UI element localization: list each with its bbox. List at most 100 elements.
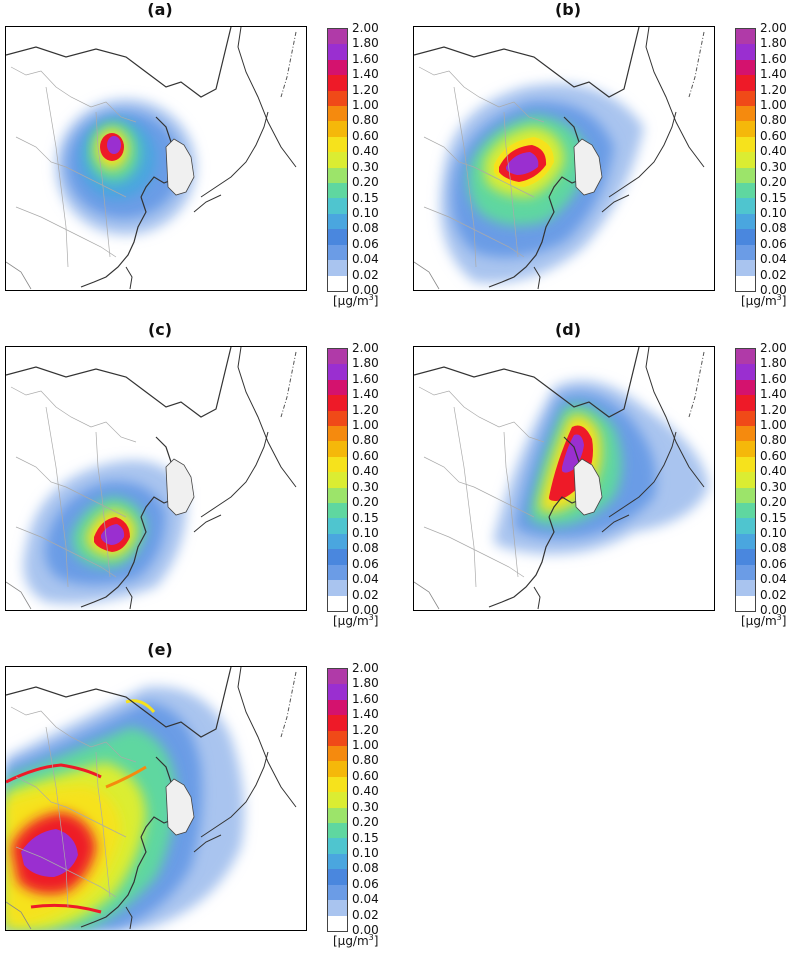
colorbar-segment: [736, 260, 755, 276]
tick-label: 1.80: [352, 36, 379, 51]
tick-label: 1.60: [760, 371, 787, 386]
colorbar-segment: [736, 75, 755, 91]
colorbar-segment: [328, 260, 347, 276]
colorbar-segment: [328, 487, 347, 504]
unit-label: [μg/m3]: [741, 293, 787, 308]
colorbar-segment: [736, 441, 755, 457]
tick-label: 1.60: [352, 691, 379, 706]
map-plot: [5, 666, 307, 931]
panel-label: (b): [554, 0, 582, 19]
colorbar-segment: [736, 244, 755, 261]
colorbar-segment: [328, 884, 347, 901]
tick-label: 0.30: [760, 159, 787, 174]
map-plot: [413, 346, 715, 611]
tick-label: 0.02: [760, 587, 787, 602]
tick-label: 0.00: [352, 283, 379, 297]
colorbar-segment: [328, 198, 347, 214]
colorbar-segment: [328, 395, 347, 411]
colorbar-segment: [328, 349, 347, 365]
panel-a: (a) 2.00 1.80 1.60 1.40 1.20 1.00 0.80 0.60 0.40…: [0, 0, 395, 318]
tick-label: 0.04: [352, 892, 379, 907]
colorbar-segment: [328, 364, 347, 380]
tick-label: 1.40: [352, 387, 379, 402]
colorbar-segment: [736, 580, 755, 596]
colorbar-segment: [736, 472, 755, 488]
colorbar-segment: [328, 715, 347, 731]
colorbar-segment: [736, 379, 755, 396]
colorbar: [327, 668, 348, 932]
tick-label: 0.15: [352, 190, 379, 205]
tick-label: 0.60: [352, 448, 379, 463]
colorbar-segment: [328, 106, 347, 122]
tick-label: 0.20: [352, 495, 379, 510]
tick-label: 0.08: [760, 541, 787, 556]
tick-label: 0.02: [352, 587, 379, 602]
colorbar-segment: [736, 229, 755, 245]
colorbar-segment: [328, 595, 347, 611]
tick-label: 0.60: [352, 128, 379, 143]
tick-label: 0.10: [760, 525, 787, 540]
tick-label: 1.20: [352, 82, 379, 97]
tick-label: 0.08: [352, 541, 379, 556]
colorbar-ticks: 2.00 1.80 1.60 1.40 1.20 1.00 0.80 0.60 0.40 0.30…: [352, 662, 400, 936]
tick-label: 0.20: [352, 815, 379, 830]
colorbar-segment: [328, 410, 347, 427]
tick-label: 0.30: [760, 479, 787, 494]
colorbar-segment: [328, 44, 347, 60]
panel-e: (e) 2.00 1.80 1.60 1.40 1.20 1.00 0.80 0.60 0.40…: [0, 640, 395, 958]
tick-label: 0.20: [760, 495, 787, 510]
map-plot: [5, 26, 307, 291]
colorbar-segment: [328, 823, 347, 839]
tick-label: 0.02: [352, 267, 379, 282]
colorbar-segment: [328, 900, 347, 916]
colorbar-segment: [736, 503, 755, 519]
tick-label: 0.40: [352, 464, 379, 479]
colorbar-segment: [328, 213, 347, 230]
tick-label: 1.80: [352, 676, 379, 691]
colorbar-segment: [328, 669, 347, 685]
tick-label: 0.06: [760, 556, 787, 571]
tick-label: 1.00: [760, 98, 787, 113]
tick-label: 0.02: [760, 267, 787, 282]
tick-label: 1.40: [760, 67, 787, 82]
colorbar-segment: [328, 776, 347, 793]
map-plot: [413, 26, 715, 291]
colorbar-segment: [328, 699, 347, 716]
colorbar: [735, 348, 756, 612]
tick-label: 0.80: [352, 433, 379, 448]
colorbar-segment: [328, 75, 347, 91]
colorbar-ticks: 2.00 1.80 1.60 1.40 1.20 1.00 0.80 0.60 0.40 0.30…: [352, 22, 400, 296]
colorbar-segment: [736, 29, 755, 45]
unit-label: [μg/m3]: [741, 613, 787, 628]
tick-label: 1.20: [352, 402, 379, 417]
colorbar-segment: [328, 441, 347, 457]
colorbar-segment: [328, 807, 347, 824]
tick-label: 0.80: [760, 113, 787, 128]
colorbar-ticks: 2.00 1.80 1.60 1.40 1.20 1.00 0.80 0.60 0.40 0.30…: [352, 342, 400, 616]
colorbar-segment: [736, 395, 755, 411]
panel-b: (b) 2.00 1.80 1.60 1.40 1.20 1.00 0.80 0.60 0.40…: [408, 0, 800, 318]
tick-label: 1.80: [352, 356, 379, 371]
tick-label: 0.40: [760, 144, 787, 159]
unit-label: [μg/m3]: [333, 613, 379, 628]
tick-label: 0.10: [352, 205, 379, 220]
colorbar-segment: [328, 90, 347, 107]
tick-label: 1.00: [352, 418, 379, 433]
colorbar-segment: [328, 167, 347, 184]
tick-label: 1.80: [760, 36, 787, 51]
tick-label: 0.20: [352, 175, 379, 190]
tick-label: 2.00: [352, 21, 379, 35]
colorbar-ticks: 2.00 1.80 1.60 1.40 1.20 1.00 0.80 0.60 0.40 0.30…: [760, 342, 800, 616]
tick-label: 1.00: [352, 738, 379, 753]
tick-label: 0.08: [352, 221, 379, 236]
tick-label: 1.40: [352, 67, 379, 82]
colorbar-segment: [736, 183, 755, 199]
colorbar-segment: [736, 59, 755, 76]
tick-label: 1.40: [760, 387, 787, 402]
colorbar-segment: [736, 152, 755, 168]
tick-label: 0.08: [760, 221, 787, 236]
colorbar-segment: [736, 167, 755, 184]
tick-label: 0.60: [760, 128, 787, 143]
concentration-field: [56, 99, 196, 235]
colorbar-segment: [736, 518, 755, 534]
